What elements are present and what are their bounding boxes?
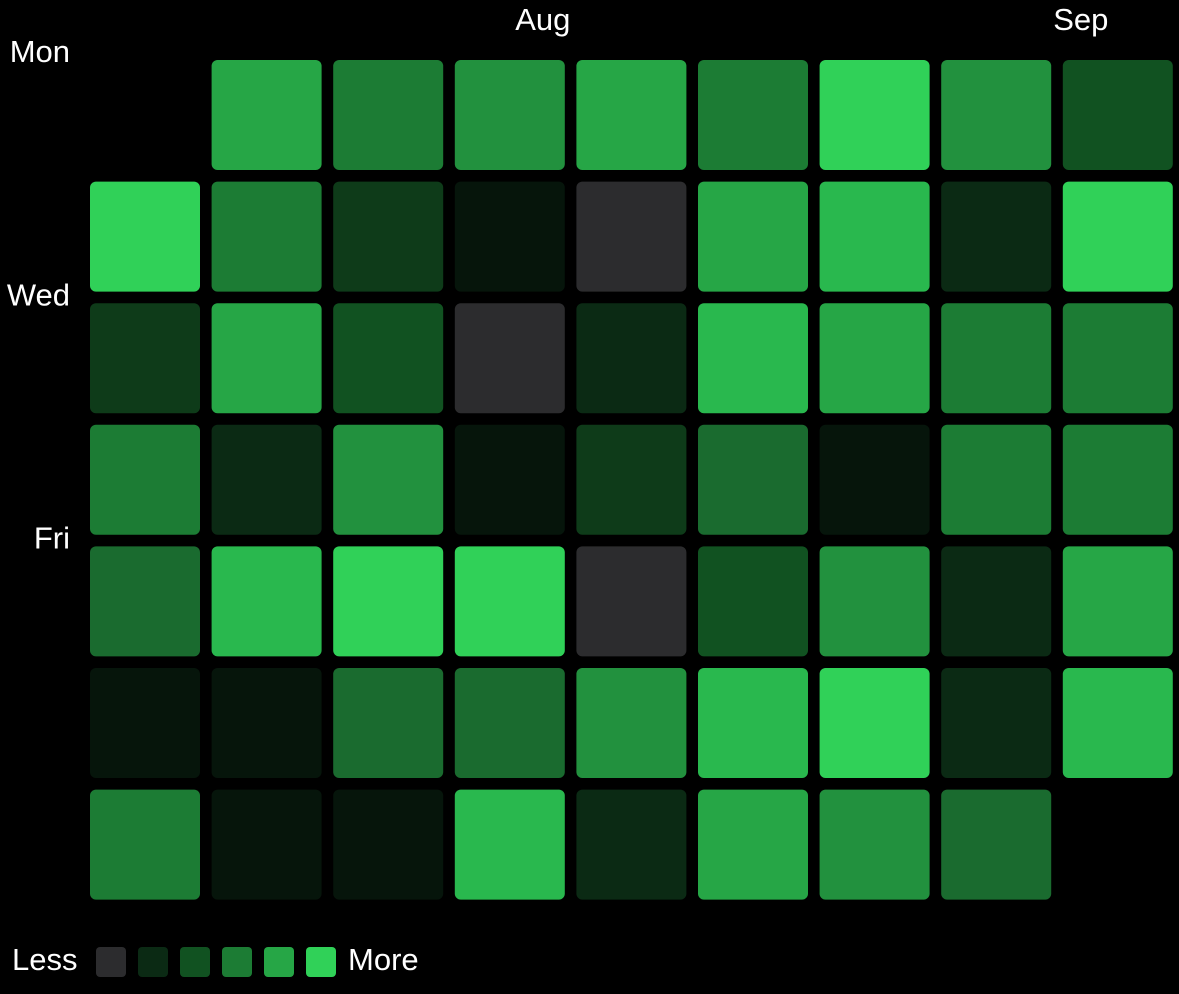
month-label: Aug <box>515 2 570 37</box>
day-cell <box>454 668 565 778</box>
day-cell <box>576 303 687 414</box>
day-cell <box>819 181 930 292</box>
day-cell <box>819 60 930 170</box>
day-cell <box>576 424 687 535</box>
legend-swatch <box>306 947 336 977</box>
day-cell <box>1062 424 1173 535</box>
day-cell <box>454 546 565 657</box>
month-label: Sep <box>1053 2 1108 37</box>
day-cell <box>211 546 322 657</box>
day-cell <box>211 424 322 535</box>
day-cell <box>90 424 200 535</box>
day-cell <box>1062 668 1173 778</box>
day-cell <box>819 303 930 414</box>
day-cell <box>698 181 808 292</box>
day-cell <box>819 668 930 778</box>
day-cell <box>211 303 322 414</box>
day-cell <box>333 424 444 535</box>
day-cell <box>941 303 1052 414</box>
day-cell <box>576 181 687 292</box>
day-cell <box>333 181 444 292</box>
day-cell <box>819 424 930 535</box>
legend-less: Less <box>12 942 77 977</box>
day-cell <box>576 60 687 170</box>
day-cell <box>576 789 687 900</box>
day-cell <box>576 668 687 778</box>
day-cell <box>454 789 565 900</box>
day-cell <box>698 303 808 414</box>
day-cell <box>1062 546 1173 657</box>
legend-swatch <box>264 947 294 977</box>
day-cell <box>941 789 1052 900</box>
day-cell <box>941 546 1052 657</box>
day-cell <box>819 789 930 900</box>
legend-swatch <box>96 947 126 977</box>
day-cell <box>90 181 200 292</box>
day-cell <box>211 668 322 778</box>
legend-swatch <box>138 947 168 977</box>
legend-swatch <box>180 947 210 977</box>
weekday-label: Fri <box>34 521 70 556</box>
day-cell <box>1062 60 1173 170</box>
day-cell <box>90 668 200 778</box>
day-cell <box>333 789 444 900</box>
legend-swatch <box>222 947 252 977</box>
day-cell <box>698 60 808 170</box>
legend-more: More <box>348 942 419 977</box>
day-cell <box>454 303 565 414</box>
day-cell <box>90 789 200 900</box>
day-cell <box>333 546 444 657</box>
day-cell <box>211 181 322 292</box>
day-cell <box>941 60 1052 170</box>
day-cell <box>333 668 444 778</box>
day-cell <box>90 546 200 657</box>
day-cell <box>698 424 808 535</box>
day-cell <box>941 181 1052 292</box>
weekday-label: Wed <box>7 277 70 312</box>
day-cell <box>698 668 808 778</box>
day-cell <box>333 60 444 170</box>
day-cell <box>333 303 444 414</box>
day-cell <box>211 789 322 900</box>
day-cell <box>941 668 1052 778</box>
day-cell <box>941 424 1052 535</box>
day-cell <box>454 181 565 292</box>
day-cell <box>211 60 322 170</box>
day-cell <box>1062 303 1173 414</box>
day-cell <box>1062 181 1173 292</box>
day-cell <box>90 303 200 414</box>
day-cell <box>576 546 687 657</box>
day-cell <box>698 789 808 900</box>
day-cell <box>819 546 930 657</box>
day-cell <box>454 424 565 535</box>
day-cell <box>698 546 808 657</box>
weekday-label: Mon <box>10 34 70 69</box>
day-cell <box>454 60 565 170</box>
